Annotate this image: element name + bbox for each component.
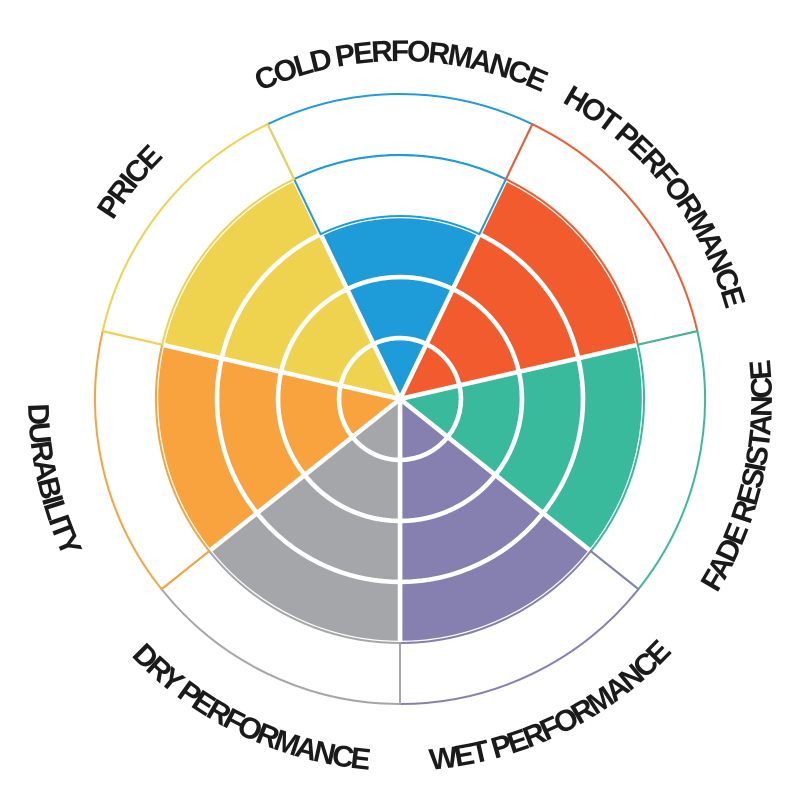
label-text-wet-performance: WET PERFORMANCE — [427, 635, 679, 777]
label-text-cold-performance: COLD PERFORMANCE — [250, 35, 554, 98]
label-dry-performance: DRY PERFORMANCE — [126, 637, 372, 776]
label-fade-resistance: FADE RESISTANCE — [695, 359, 779, 596]
label-price: PRICE — [91, 140, 168, 225]
filled-sector-cells — [153, 176, 647, 646]
label-text-price: PRICE — [91, 140, 171, 225]
empty-sector-cell-outlines — [94, 93, 706, 706]
label-text-dry-performance: DRY PERFORMANCE — [126, 637, 374, 776]
label-durability: DURABILITY — [21, 403, 87, 561]
label-text-durability: DURABILITY — [21, 403, 90, 561]
cell-cold-performance-ring-5-outline — [266, 93, 534, 181]
cell-cold-performance-ring-3-filled — [317, 213, 483, 293]
cell-price-ring-5-outline — [101, 122, 296, 346]
label-wet-performance: WET PERFORMANCE — [427, 635, 676, 777]
label-cold-performance: COLD PERFORMANCE — [250, 35, 551, 98]
label-text-fade-resistance: FADE RESISTANCE — [695, 359, 782, 596]
